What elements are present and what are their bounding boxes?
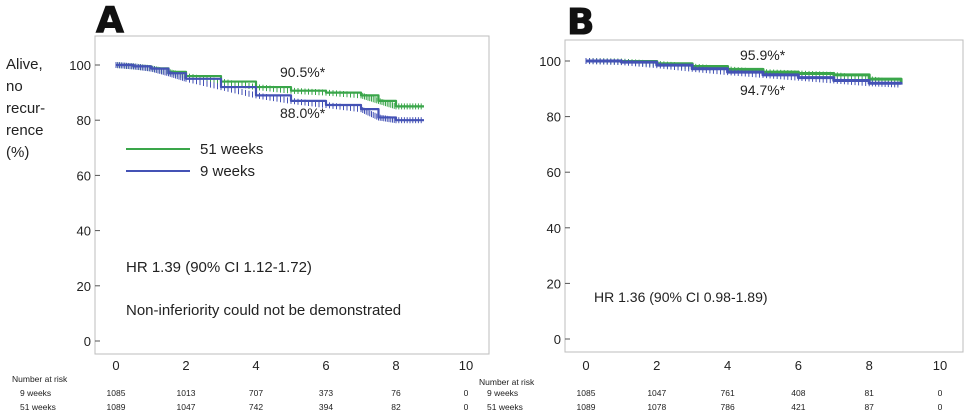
risk-count: 87 bbox=[864, 402, 874, 412]
risk-count: 0 bbox=[464, 388, 469, 398]
x-tick-label: 10 bbox=[459, 358, 473, 373]
risk-count: 742 bbox=[249, 402, 263, 412]
risk-count: 76 bbox=[391, 388, 401, 398]
risk-count: 81 bbox=[864, 388, 874, 398]
panel-a: 0 20 40 60 80 100 0 2 4 6 8 10 90.5%* 88.0%* HR 1.39 (… bbox=[12, 35, 490, 412]
risk-count: 0 bbox=[464, 402, 469, 412]
risk-count: 1047 bbox=[647, 388, 666, 398]
survival-curve-blue bbox=[116, 63, 424, 122]
risk-table-title: Number at risk bbox=[12, 374, 68, 384]
risk-count: 1078 bbox=[647, 402, 666, 412]
y-tick-label: 40 bbox=[547, 221, 561, 236]
y-tick-label: 60 bbox=[77, 168, 91, 183]
y-tick-label: 20 bbox=[547, 276, 561, 291]
hazard-ratio-text: HR 1.39 (90% CI 1.12-1.72) bbox=[126, 259, 312, 276]
risk-count: 1089 bbox=[577, 402, 596, 412]
censor-marks bbox=[585, 58, 899, 88]
x-tick-label: 2 bbox=[182, 358, 189, 373]
y-axis-label-line: rence bbox=[6, 122, 44, 139]
x-tick-label: 8 bbox=[392, 358, 399, 373]
y-tick-label: 80 bbox=[77, 113, 91, 128]
risk-count: 1085 bbox=[107, 388, 126, 398]
risk-row-label: 9 weeks bbox=[487, 388, 518, 398]
risk-count: 394 bbox=[319, 402, 333, 412]
risk-count: 82 bbox=[391, 402, 401, 412]
y-tick-label: 0 bbox=[84, 334, 91, 349]
risk-count: 373 bbox=[319, 388, 333, 398]
risk-count: 0 bbox=[938, 402, 943, 412]
x-tick-label: 6 bbox=[322, 358, 329, 373]
y-axis-label-line: no bbox=[6, 78, 23, 95]
estimate-annotation: 90.5%* bbox=[280, 64, 326, 80]
estimate-annotation: 95.9%* bbox=[740, 47, 786, 63]
risk-count: 1047 bbox=[177, 402, 196, 412]
y-tick-label: 100 bbox=[539, 54, 561, 69]
risk-count: 786 bbox=[721, 402, 735, 412]
panel-a-plot: 0 20 40 60 80 100 0 2 4 6 8 10 90.5%* 88.0%* HR 1.39 (… bbox=[12, 58, 473, 412]
y-axis-label-line: Alive, bbox=[6, 56, 43, 73]
estimate-annotation: 94.7%* bbox=[740, 82, 786, 98]
y-axis-label: Alive, no recur- rence (%) bbox=[6, 54, 45, 164]
censor-marks bbox=[115, 62, 422, 124]
y-axis-label-line: recur- bbox=[6, 100, 46, 117]
non-inferiority-note: Non-inferiority could not be demonstrate… bbox=[126, 302, 401, 319]
x-tick-label: 2 bbox=[653, 358, 660, 373]
risk-count: 1013 bbox=[177, 388, 196, 398]
risk-count: 1089 bbox=[107, 402, 126, 412]
y-tick-label: 40 bbox=[77, 224, 91, 239]
x-tick-label: 6 bbox=[795, 358, 802, 373]
panel-a-letter: A bbox=[96, 0, 125, 42]
x-tick-label: 10 bbox=[933, 358, 947, 373]
y-tick-label: 20 bbox=[77, 279, 91, 294]
risk-row-label: 9 weeks bbox=[20, 388, 51, 398]
risk-row-label: 51 weeks bbox=[20, 402, 56, 412]
estimate-annotation: 88.0%* bbox=[280, 105, 326, 121]
risk-count: 761 bbox=[721, 388, 735, 398]
legend-label: 51 weeks bbox=[200, 141, 263, 158]
risk-row-label: 51 weeks bbox=[487, 402, 523, 412]
panel-b-frame bbox=[564, 39, 964, 353]
y-tick-label: 0 bbox=[554, 332, 561, 347]
x-tick-label: 8 bbox=[866, 358, 873, 373]
risk-count: 0 bbox=[938, 388, 943, 398]
x-tick-label: 0 bbox=[112, 358, 119, 373]
y-tick-label: 60 bbox=[547, 165, 561, 180]
x-tick-label: 4 bbox=[252, 358, 259, 373]
risk-table-title: Number at risk bbox=[479, 377, 535, 387]
risk-count: 707 bbox=[249, 388, 263, 398]
panel-a-frame bbox=[94, 35, 490, 355]
x-tick-label: 0 bbox=[582, 358, 589, 373]
risk-count: 408 bbox=[791, 388, 805, 398]
y-axis-label-line: (%) bbox=[6, 144, 30, 161]
risk-count: 1085 bbox=[577, 388, 596, 398]
legend-label: 9 weeks bbox=[200, 163, 255, 180]
hazard-ratio-text: HR 1.36 (90% CI 0.98-1.89) bbox=[594, 289, 768, 305]
x-tick-label: 4 bbox=[724, 358, 731, 373]
y-tick-label: 80 bbox=[547, 110, 561, 125]
panel-b-letter: B bbox=[566, 2, 595, 44]
risk-count: 421 bbox=[791, 402, 805, 412]
y-tick-label: 100 bbox=[69, 58, 91, 73]
